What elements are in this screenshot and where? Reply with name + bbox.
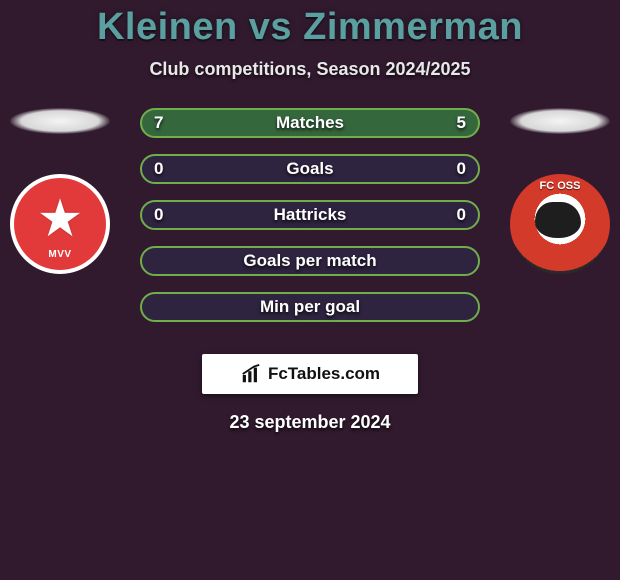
stat-pill-matches: 7 Matches 5 <box>140 108 480 138</box>
player-right-photo-placeholder <box>510 108 610 134</box>
stat-pill-column: 7 Matches 5 0 Goals 0 0 Hattricks 0 Goal… <box>140 108 480 322</box>
stat-right-value: 0 <box>457 159 466 179</box>
stat-right-value: 0 <box>457 205 466 225</box>
club-badge-left: ★ MVV <box>10 174 110 274</box>
stat-left-value: 7 <box>154 113 163 133</box>
stat-pill-min-per-goal: Min per goal <box>140 292 480 322</box>
watermark: FcTables.com <box>202 354 418 394</box>
stat-label: Goals per match <box>243 251 376 271</box>
stat-label: Goals <box>286 159 333 179</box>
page-title: Kleinen vs Zimmerman <box>0 0 620 49</box>
player-left-photo-placeholder <box>10 108 110 134</box>
bull-icon <box>535 202 581 238</box>
stat-right-value: 5 <box>457 113 466 133</box>
stat-left-value: 0 <box>154 159 163 179</box>
bar-chart-icon <box>240 363 262 385</box>
comparison-stage: ★ MVV FC OSS 7 Matches 5 0 Goals 0 0 Hat… <box>0 108 620 338</box>
star-icon: ★ <box>37 193 84 245</box>
club-badge-left-label: MVV <box>14 249 106 260</box>
stat-left-value: 0 <box>154 205 163 225</box>
player-right: FC OSS <box>500 108 620 274</box>
date-text: 23 september 2024 <box>0 412 620 433</box>
stat-label: Matches <box>276 113 344 133</box>
club-badge-right: FC OSS <box>510 174 610 274</box>
stat-pill-goals: 0 Goals 0 <box>140 154 480 184</box>
stat-pill-goals-per-match: Goals per match <box>140 246 480 276</box>
club-badge-right-label: FC OSS <box>510 180 610 192</box>
watermark-text: FcTables.com <box>268 364 380 384</box>
player-left: ★ MVV <box>0 108 120 274</box>
stat-label: Hattricks <box>274 205 347 225</box>
stat-pill-hattricks: 0 Hattricks 0 <box>140 200 480 230</box>
stat-label: Min per goal <box>260 297 360 317</box>
subtitle: Club competitions, Season 2024/2025 <box>0 59 620 80</box>
